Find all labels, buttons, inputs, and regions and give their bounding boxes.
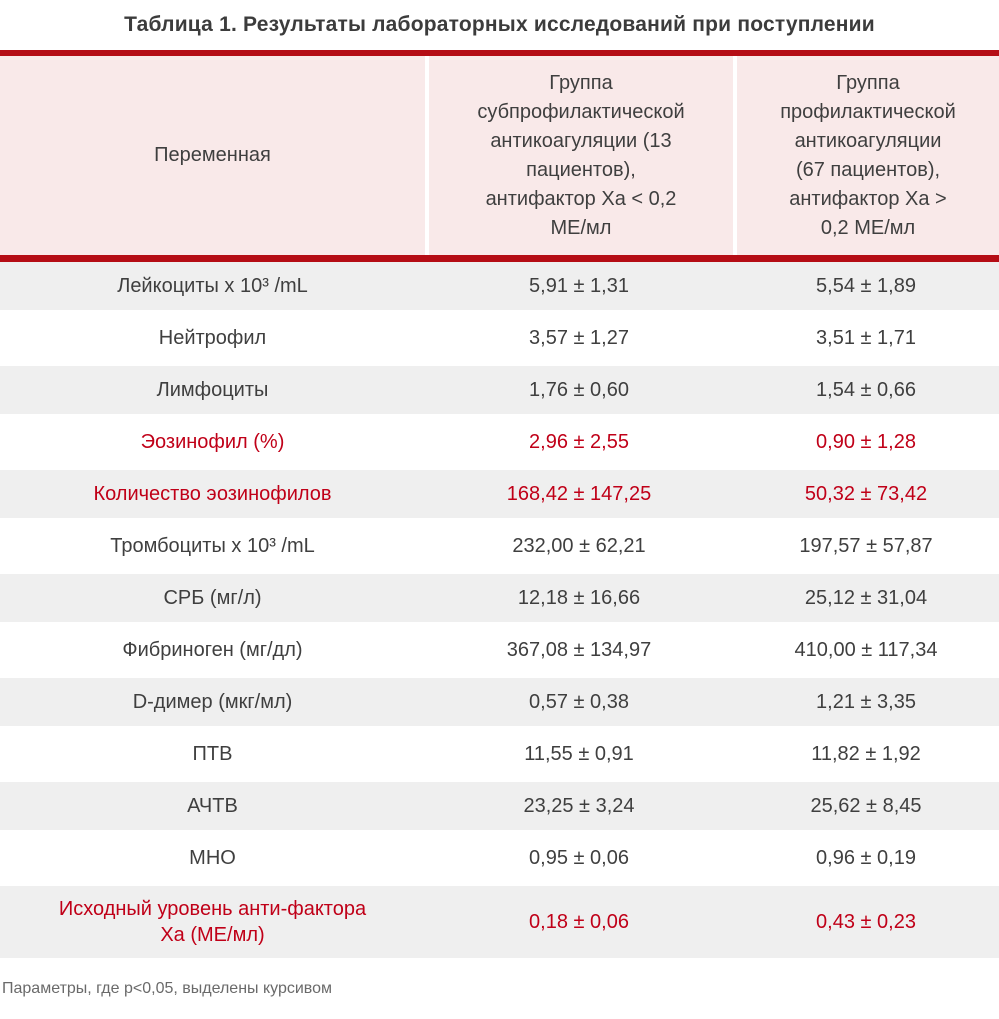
table-row: АЧТВ 23,25 ± 3,24 25,62 ± 8,45 xyxy=(0,782,999,830)
row-label: Лейкоциты x 10³ /mL xyxy=(117,275,308,297)
row-label: Эозинофил (%) xyxy=(140,431,285,453)
table-row: Эозинофил (%) 2,96 ± 2,55 0,90 ± 1,28 xyxy=(0,418,999,466)
header-cell-subprophylactic-group: Группа субпрофилактической антикоагуляци… xyxy=(425,56,733,255)
table-row: СРБ (мг/л) 12,18 ± 16,66 25,12 ± 31,04 xyxy=(0,574,999,622)
row-value-subprophylactic: 2,96 ± 2,55 xyxy=(529,430,629,453)
row-label: Нейтрофил xyxy=(158,327,267,349)
footnote: Параметры, где p<0,05, выделены курсивом xyxy=(2,980,333,997)
row-value-subprophylactic: 0,95 ± 0,06 xyxy=(529,846,629,869)
table-row: Тромбоциты x 10³ /mL 232,00 ± 62,21 197,57… xyxy=(0,522,999,570)
row-label: АЧТВ xyxy=(187,795,238,817)
row-value-subprophylactic: 5,91 ± 1,31 xyxy=(529,274,629,297)
top-rule xyxy=(0,50,999,56)
row-value-prophylactic: 0,43 ± 0,23 xyxy=(816,910,916,933)
row-label: Лимфоциты xyxy=(156,379,269,401)
row-label: ПТВ xyxy=(192,743,233,765)
table-row: Нейтрофил 3,57 ± 1,27 3,51 ± 1,71 xyxy=(0,314,999,362)
row-label: Фибриноген (мг/дл) xyxy=(122,639,303,661)
row-value-prophylactic: 11,82 ± 1,92 xyxy=(811,742,921,765)
row-value-prophylactic: 3,51 ± 1,71 xyxy=(816,326,916,349)
row-value-subprophylactic: 1,76 ± 0,60 xyxy=(529,378,629,401)
row-label: СРБ (мг/л) xyxy=(163,587,262,609)
header-cell-variable: Переменная xyxy=(154,144,271,166)
row-value-subprophylactic: 232,00 ± 62,21 xyxy=(512,534,646,557)
row-label: Исходный уровень анти-фактора Ха (МЕ/мл) xyxy=(58,898,367,946)
row-label: Количество эозинофилов xyxy=(93,483,332,505)
row-value-subprophylactic: 3,57 ± 1,27 xyxy=(529,326,629,349)
table-row: МНО 0,95 ± 0,06 0,96 ± 0,19 xyxy=(0,834,999,882)
table-row: Лимфоциты 1,76 ± 0,60 1,54 ± 0,66 xyxy=(0,366,999,414)
row-value-prophylactic: 5,54 ± 1,89 xyxy=(816,274,916,297)
table-row: Количество эозинофилов 168,42 ± 147,25 50,… xyxy=(0,470,999,518)
row-value-prophylactic: 0,96 ± 0,19 xyxy=(816,846,916,869)
row-label: МНО xyxy=(189,847,236,869)
row-label: Тромбоциты x 10³ /mL xyxy=(110,535,315,557)
row-value-prophylactic: 1,21 ± 3,35 xyxy=(816,690,916,713)
row-value-prophylactic: 410,00 ± 117,34 xyxy=(794,638,938,661)
header-bottom-rule xyxy=(0,255,999,262)
row-value-subprophylactic: 0,57 ± 0,38 xyxy=(529,690,629,713)
table-row: Лейкоциты x 10³ /mL 5,91 ± 1,31 5,54 ± 1,8… xyxy=(0,262,999,310)
row-value-prophylactic: 25,62 ± 8,45 xyxy=(810,794,922,817)
row-value-subprophylactic: 23,25 ± 3,24 xyxy=(523,794,635,817)
table-row: Фибриноген (мг/дл) 367,08 ± 134,97 410,00 … xyxy=(0,626,999,674)
header-cell-prophylactic-group: Группа профилактической антикоагуляции (… xyxy=(733,56,999,255)
row-value-subprophylactic: 367,08 ± 134,97 xyxy=(506,638,652,661)
row-value-subprophylactic: 12,18 ± 16,66 xyxy=(517,586,641,609)
row-value-subprophylactic: 11,55 ± 0,91 xyxy=(524,742,634,765)
table-body: Лейкоциты x 10³ /mL 5,91 ± 1,31 5,54 ± 1,8… xyxy=(0,262,999,958)
row-value-prophylactic: 25,12 ± 31,04 xyxy=(804,586,928,609)
table-header-row: Переменная Группа субпрофилактической ан… xyxy=(0,56,999,255)
row-value-prophylactic: 0,90 ± 1,28 xyxy=(816,430,916,453)
row-value-prophylactic: 197,57 ± 57,87 xyxy=(799,534,933,557)
row-value-subprophylactic: 0,18 ± 0,06 xyxy=(529,910,629,933)
row-label: D-димер (мкг/мл) xyxy=(132,691,293,713)
table-row: ПТВ 11,55 ± 0,91 11,82 ± 1,92 xyxy=(0,730,999,778)
table-row: Исходный уровень анти-фактора Ха (МЕ/мл)… xyxy=(0,886,999,958)
row-value-subprophylactic: 168,42 ± 147,25 xyxy=(506,482,652,505)
table-caption: Таблица 1. Результаты лабораторных иссле… xyxy=(124,13,875,36)
row-value-prophylactic: 50,32 ± 73,42 xyxy=(804,482,928,505)
table-row: D-димер (мкг/мл) 0,57 ± 0,38 1,21 ± 3,35 xyxy=(0,678,999,726)
row-value-prophylactic: 1,54 ± 0,66 xyxy=(816,378,916,401)
